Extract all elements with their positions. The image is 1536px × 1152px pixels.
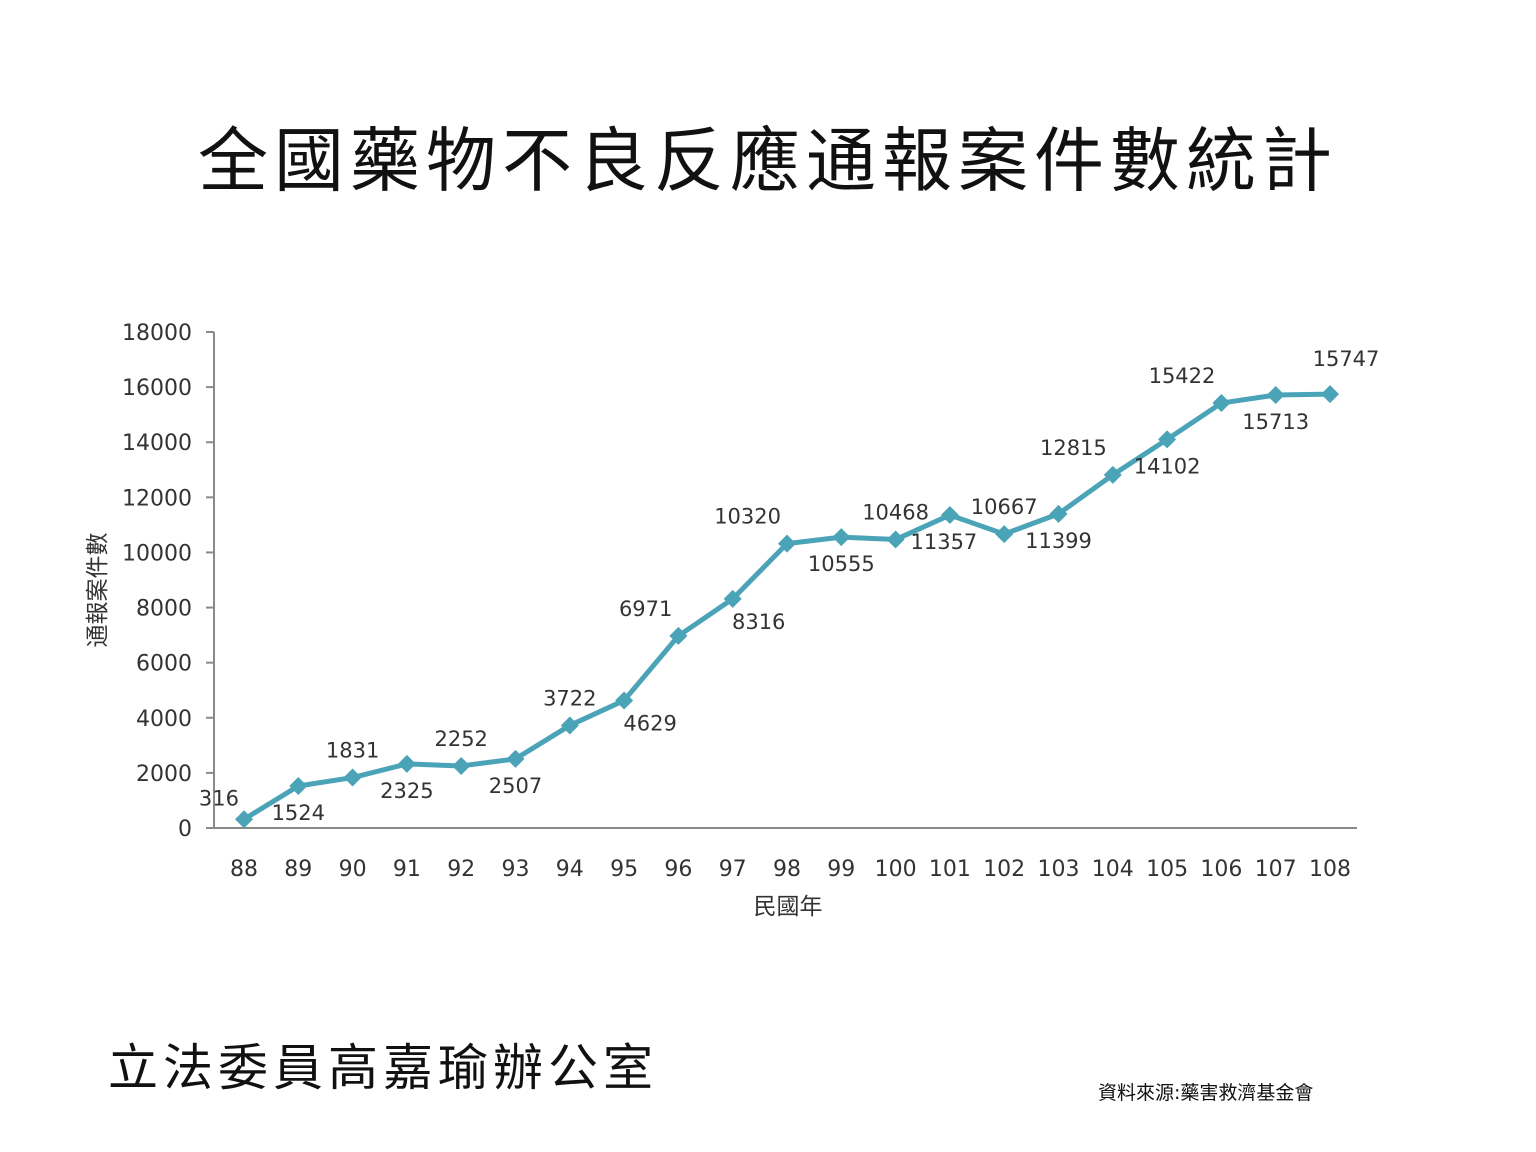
data-point-marker	[995, 525, 1014, 544]
x-tick-label: 92	[447, 857, 475, 882]
x-tick-label: 98	[773, 857, 801, 882]
y-tick-label: 2000	[136, 762, 192, 787]
data-label: 1524	[272, 801, 325, 825]
data-label: 316	[199, 786, 239, 810]
x-axis-title: 民國年	[754, 894, 823, 920]
x-tick-label: 104	[1092, 857, 1134, 882]
data-label: 12815	[1040, 436, 1107, 460]
data-point-marker	[343, 768, 362, 787]
data-point-marker	[1266, 386, 1285, 405]
y-tick-label: 10000	[122, 541, 192, 566]
x-tick-label: 101	[929, 857, 971, 882]
x-tick-label: 102	[983, 857, 1025, 882]
x-tick-label: 103	[1038, 857, 1080, 882]
y-tick-label: 8000	[136, 597, 192, 622]
data-label: 10667	[971, 495, 1038, 519]
data-point-marker	[669, 626, 688, 645]
x-tick-label: 88	[230, 857, 258, 882]
data-point-marker	[886, 530, 905, 549]
data-label: 3722	[543, 686, 596, 710]
data-point-marker	[560, 716, 579, 735]
data-label: 6971	[619, 597, 672, 621]
y-tick-label: 18000	[122, 321, 192, 346]
data-point-marker	[940, 506, 959, 525]
data-label: 10468	[862, 501, 929, 525]
y-axis: 0 2000 4000 6000 8000 10000 12000 14000 16000 180…	[122, 321, 215, 842]
data-label: 1831	[326, 739, 379, 763]
data-label: 4629	[623, 711, 676, 735]
y-tick-label: 6000	[136, 652, 192, 677]
data-label: 15713	[1242, 410, 1309, 434]
data-point-marker	[1158, 430, 1177, 449]
data-point-marker	[289, 777, 308, 796]
line-chart: 0 2000 4000 6000 8000 10000 12000 14000 16000 180…	[85, 321, 1380, 920]
data-point-marker	[452, 756, 471, 775]
data-point-marker	[235, 810, 253, 829]
x-tick-label: 90	[339, 857, 367, 882]
x-tick-label: 106	[1200, 857, 1242, 882]
data-label: 2252	[434, 727, 487, 751]
data-point-marker	[615, 691, 634, 710]
data-point-marker	[397, 754, 416, 773]
slide-title: 全國藥物不良反應通報案件數統計	[198, 120, 1338, 202]
x-tick-label: 91	[393, 857, 421, 882]
x-tick-label: 105	[1146, 857, 1188, 882]
office-name: 立法委員高嘉瑜辦公室	[108, 1039, 658, 1097]
data-point-marker	[1103, 465, 1122, 484]
data-point-marker	[1321, 385, 1339, 404]
data-label: 2507	[489, 774, 542, 798]
y-tick-label: 0	[178, 817, 192, 842]
x-tick-label: 89	[284, 857, 312, 882]
x-tick-label: 96	[664, 857, 692, 882]
data-label: 10320	[714, 505, 781, 529]
y-tick-label: 14000	[122, 431, 192, 456]
x-tick-label: 95	[610, 857, 638, 882]
data-label: 14102	[1134, 454, 1201, 478]
data-label: 15747	[1313, 347, 1380, 371]
x-axis: 88 89 90 91 92 93 94 95 96 97 98 99 100 101 102 103 104 1…	[214, 827, 1357, 882]
data-point-marker	[1212, 394, 1231, 413]
data-point-marker	[832, 528, 851, 547]
x-tick-label: 93	[502, 857, 530, 882]
x-tick-label: 108	[1309, 857, 1351, 882]
x-tick-label: 107	[1255, 857, 1297, 882]
data-point-marker	[506, 749, 525, 768]
data-label: 8316	[732, 610, 785, 634]
data-point-marker	[1049, 504, 1068, 523]
y-axis-title: 通報案件數	[85, 533, 111, 648]
source-note: 資料來源:藥害救濟基金會	[1098, 1082, 1314, 1104]
y-tick-label: 16000	[122, 376, 192, 401]
y-tick-label: 12000	[122, 486, 192, 511]
y-tick-label: 4000	[136, 707, 192, 732]
data-label: 15422	[1149, 364, 1216, 388]
data-point-marker	[778, 534, 796, 553]
data-label: 10555	[808, 552, 875, 576]
x-tick-label: 94	[556, 857, 584, 882]
data-point-marker	[723, 589, 742, 608]
x-tick-label: 100	[875, 857, 917, 882]
data-label: 11357	[910, 530, 977, 554]
data-label: 2325	[380, 779, 433, 803]
x-tick-label: 97	[719, 857, 747, 882]
x-tick-label: 99	[827, 857, 855, 882]
data-label: 11399	[1025, 529, 1092, 553]
